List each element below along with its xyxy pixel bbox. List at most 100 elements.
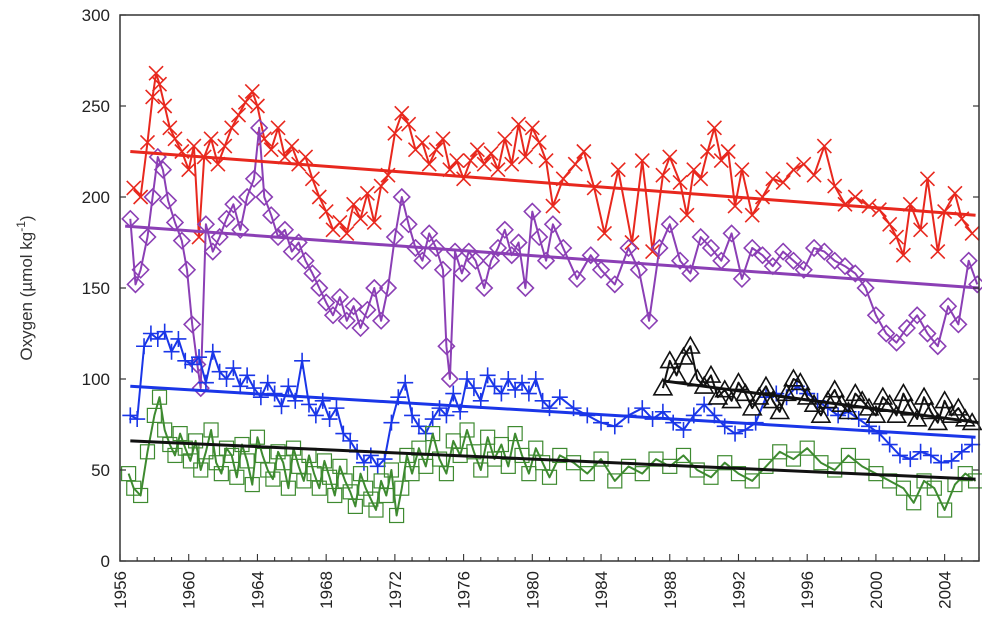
square-marker — [139, 444, 156, 460]
x-tick-label: 1964 — [248, 571, 267, 609]
x-marker — [462, 153, 479, 169]
x-marker — [148, 65, 164, 81]
plus-marker — [362, 447, 379, 464]
plus-marker — [177, 352, 194, 369]
plus-marker — [307, 407, 324, 424]
diamond-marker — [681, 264, 700, 283]
square-marker — [593, 451, 609, 467]
x-marker — [151, 76, 168, 92]
diamond-marker — [138, 227, 157, 247]
square-marker — [275, 455, 291, 471]
x-marker — [139, 134, 156, 150]
x-marker — [126, 180, 142, 196]
x-marker — [816, 138, 832, 154]
plus-marker — [280, 378, 297, 395]
diamond-marker — [846, 264, 865, 283]
x-marker — [720, 143, 736, 160]
x-marker — [693, 171, 709, 187]
x-marker — [511, 116, 527, 132]
diamond-marker — [918, 324, 937, 343]
square-marker — [675, 447, 692, 464]
y-tick-label: 50 — [91, 461, 110, 480]
x-marker — [567, 156, 583, 172]
diamond-marker — [255, 187, 274, 207]
square-marker — [473, 462, 489, 478]
plus-marker — [342, 432, 359, 449]
x-tick-label: 1984 — [592, 571, 611, 609]
x-marker — [133, 189, 149, 205]
plot-marks — [120, 65, 982, 524]
plus-marker — [493, 385, 510, 402]
x-marker — [662, 149, 678, 165]
plus-marker — [527, 371, 544, 387]
diamond-marker — [743, 238, 762, 258]
diamond-marker — [908, 306, 927, 325]
square-marker — [607, 473, 623, 489]
triangle-marker — [872, 386, 894, 405]
y-axis-label-close: ) — [17, 215, 36, 221]
x-marker — [181, 162, 197, 178]
plus-marker — [933, 454, 950, 471]
triangle-marker — [796, 386, 818, 405]
square-marker — [182, 453, 199, 469]
x-marker — [679, 207, 695, 223]
triangle-marker — [700, 364, 722, 383]
trend-line — [125, 224, 980, 290]
x-marker — [645, 244, 661, 260]
diamond-marker — [231, 220, 250, 239]
series-1 — [121, 118, 982, 398]
diamond-marker — [262, 206, 281, 225]
triangle-marker — [865, 404, 887, 423]
x-marker — [672, 174, 688, 191]
square-marker — [541, 469, 558, 485]
y-tick-label: 150 — [82, 279, 110, 298]
diamond-marker — [433, 260, 453, 279]
x-marker — [913, 222, 929, 238]
x-marker — [394, 105, 410, 121]
diamond-marker — [959, 251, 978, 270]
plus-marker — [964, 436, 981, 453]
triangle-marker — [838, 401, 859, 420]
y-tick-label: 100 — [82, 370, 110, 389]
diamond-marker — [296, 251, 315, 270]
plus-marker — [534, 392, 551, 409]
x-marker — [888, 229, 905, 245]
plus-marker — [300, 396, 317, 413]
x-marker — [871, 202, 887, 218]
diamond-marker — [268, 227, 288, 247]
x-marker — [249, 98, 266, 114]
plus-marker — [397, 374, 414, 391]
y-axis: 0 50 100 150 200 250 300 — [82, 6, 979, 571]
x-marker — [157, 98, 173, 114]
square-marker — [493, 436, 509, 453]
triangle-marker — [844, 382, 866, 402]
x-marker — [765, 171, 781, 187]
x-marker — [785, 162, 802, 178]
plus-marker — [149, 330, 166, 347]
x-marker — [332, 214, 348, 231]
diamond-marker — [949, 315, 968, 334]
diamond-marker — [466, 251, 485, 270]
square-marker — [270, 444, 286, 460]
trend-line — [130, 439, 976, 481]
y-tick-label: 200 — [82, 188, 110, 207]
diamond-marker — [509, 233, 528, 252]
diamond-marker — [804, 238, 824, 258]
y-axis-label-main: Oxygen (µmol kg — [17, 232, 36, 361]
x-marker — [469, 142, 485, 158]
x-marker — [421, 156, 437, 172]
square-marker — [937, 502, 953, 518]
x-tick-label: 1996 — [798, 571, 817, 609]
diamond-marker — [815, 242, 834, 261]
square-marker — [244, 476, 260, 493]
diamond-marker — [310, 278, 329, 298]
x-marker — [401, 116, 417, 132]
x-marker — [145, 89, 161, 105]
plus-marker — [500, 371, 517, 387]
plus-marker — [459, 371, 476, 387]
square-marker — [249, 429, 266, 445]
plus-marker — [830, 407, 847, 424]
diamond-marker — [543, 215, 563, 234]
triangle-marker — [913, 386, 935, 405]
